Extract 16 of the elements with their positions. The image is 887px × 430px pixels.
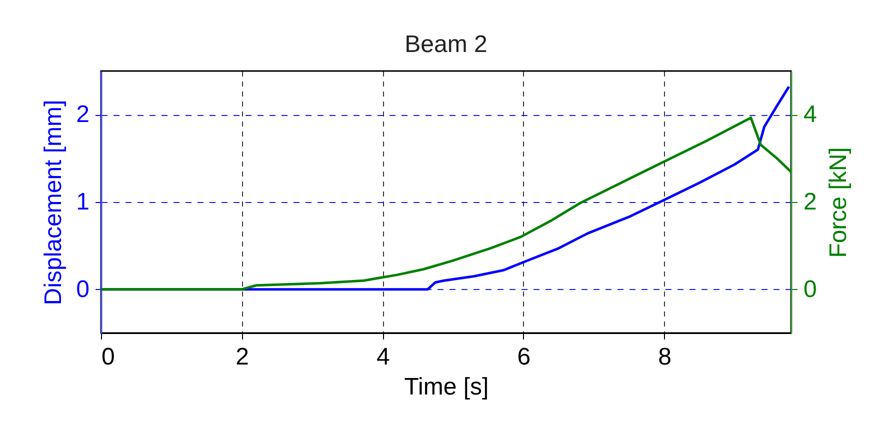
y2-tick-label: 0 <box>804 276 817 303</box>
x-tick-label: 4 <box>376 344 390 370</box>
y-tick-label: 0 <box>76 276 90 303</box>
x-tick-label: 6 <box>517 344 531 370</box>
chart-title: Beam 2 <box>404 31 488 58</box>
y2-tick-label: 4 <box>804 101 817 128</box>
x-tick-label: 0 <box>102 344 115 370</box>
y2-tick-label: 2 <box>804 188 817 216</box>
x-tick-label: 2 <box>236 344 249 370</box>
x-tick-label: 8 <box>658 344 672 370</box>
line-series <box>101 116 791 291</box>
x-axis-title: Time [s] <box>404 374 489 400</box>
y-axis-title: Displacement [mm] <box>40 100 68 306</box>
y-tick-label: 1 <box>76 188 90 216</box>
y-tick-label: 2 <box>76 101 90 128</box>
y2-axis-title: Force [kN] <box>824 147 852 258</box>
